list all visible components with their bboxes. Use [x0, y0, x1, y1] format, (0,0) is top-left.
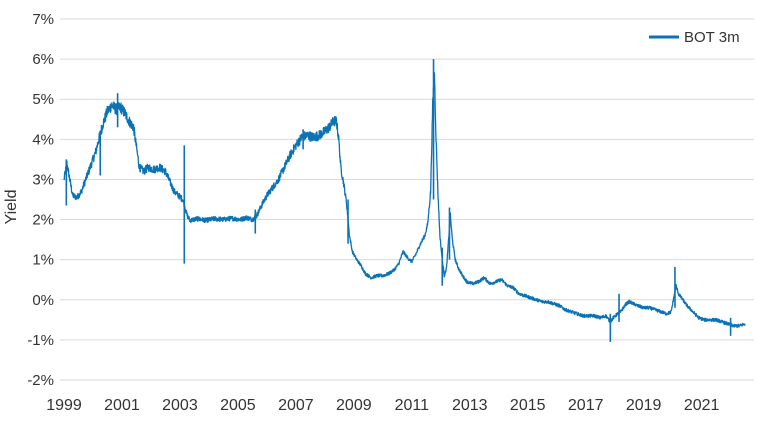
y-tick-label: -1%	[27, 332, 54, 349]
x-tick-labels: 1999 2001 2003 2005 2007 2009 2011 2013 2015 2017…	[46, 397, 719, 414]
x-tick-label: 2009	[336, 397, 372, 414]
y-tick-label: -2%	[27, 372, 54, 389]
x-tick-label: 2015	[510, 397, 546, 414]
y-tick-label: 7%	[32, 11, 54, 28]
y-tick-label: 4%	[32, 131, 54, 148]
x-tick-label: 2021	[684, 397, 720, 414]
x-tick-label: 2003	[162, 397, 198, 414]
y-tick-label: 5%	[32, 91, 54, 108]
y-tick-label: 1%	[32, 252, 54, 269]
x-tick-label: 2017	[568, 397, 604, 414]
x-tick-label: 2007	[278, 397, 314, 414]
x-tick-label: 2019	[626, 397, 662, 414]
legend: BOT 3m	[649, 29, 740, 46]
y-tick-label: 2%	[32, 212, 54, 229]
gridlines	[60, 18, 754, 381]
x-tick-label: 1999	[46, 397, 82, 414]
y-tick-label: 3%	[32, 171, 54, 188]
y-axis-label: Yield	[3, 190, 20, 225]
y-tick-label: 6%	[32, 51, 54, 68]
x-tick-label: 2001	[104, 397, 140, 414]
y-tick-label: 0%	[32, 292, 54, 309]
x-tick-label: 2011	[395, 397, 430, 414]
series-line-bot-3m	[63, 72, 746, 328]
legend-label: BOT 3m	[684, 29, 740, 46]
x-tick-label: 2013	[452, 397, 488, 414]
series-layer	[63, 59, 746, 342]
y-tick-labels: 7% 6% 5% 4% 3% 2% 1% 0% -1% -2%	[27, 11, 54, 389]
x-tick-label: 2005	[220, 397, 256, 414]
